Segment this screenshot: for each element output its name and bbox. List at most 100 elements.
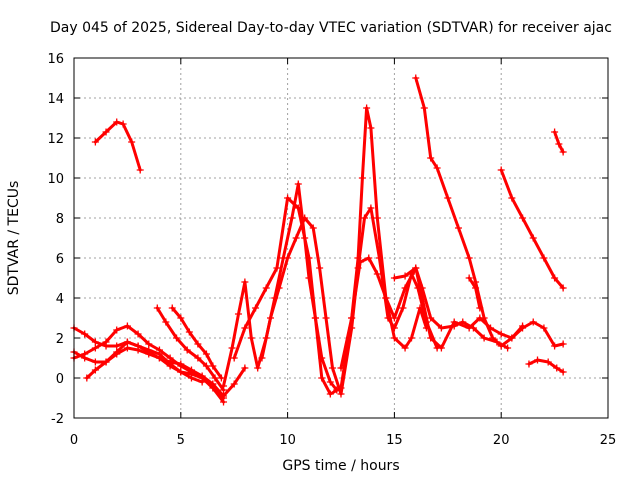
data-point (173, 334, 181, 342)
data-point (91, 338, 99, 346)
data-point (322, 314, 330, 322)
data-point (480, 334, 488, 342)
data-series (70, 74, 567, 406)
data-point (328, 364, 336, 372)
data-point (91, 366, 99, 374)
data-point (288, 214, 296, 222)
y-axis-label: SDTVAR / TECUs (6, 181, 22, 296)
data-point (185, 328, 193, 336)
data-point (508, 194, 516, 202)
series-line (155, 306, 225, 392)
series-track-6 (153, 304, 228, 394)
data-point (493, 338, 501, 346)
data-point (294, 180, 302, 188)
data-point (202, 362, 210, 370)
data-point (450, 322, 458, 330)
data-point (252, 304, 260, 312)
data-point (390, 314, 398, 322)
data-point (360, 214, 368, 222)
data-point (559, 340, 567, 348)
x-tick-label: 0 (70, 433, 78, 448)
data-point (284, 254, 292, 262)
data-point (102, 358, 110, 366)
data-point (209, 362, 217, 370)
series-track-5 (83, 338, 206, 386)
data-point (102, 342, 110, 350)
data-point (123, 322, 131, 330)
data-point (119, 120, 127, 128)
x-tick-label: 25 (600, 433, 617, 448)
data-point (497, 166, 505, 174)
data-point (198, 378, 206, 386)
data-point (472, 284, 480, 292)
data-point (476, 304, 484, 312)
data-point (183, 346, 191, 354)
data-point (311, 314, 319, 322)
data-point (326, 390, 334, 398)
data-point (305, 254, 313, 262)
data-point (262, 284, 270, 292)
data-point (401, 272, 409, 280)
series-track-7 (168, 304, 225, 382)
x-tick-label: 5 (177, 433, 185, 448)
data-point (553, 364, 561, 372)
data-point (136, 166, 144, 174)
data-point (309, 224, 317, 232)
data-point (504, 344, 512, 352)
data-point (228, 344, 236, 352)
data-point (356, 258, 364, 266)
data-point (544, 358, 552, 366)
data-point (217, 374, 225, 382)
data-point (465, 254, 473, 262)
series-track-10 (258, 204, 441, 398)
data-point (91, 358, 99, 366)
data-point (382, 294, 390, 302)
data-point (113, 342, 121, 350)
data-point (166, 360, 174, 368)
y-tick-label: 14 (47, 92, 64, 107)
data-point (519, 322, 527, 330)
y-tick-label: 8 (56, 212, 64, 227)
data-point (534, 356, 542, 364)
data-point (337, 364, 345, 372)
data-point (177, 314, 185, 322)
data-point (123, 338, 131, 346)
series-line (499, 168, 565, 290)
data-point (318, 374, 326, 382)
data-point (145, 346, 153, 354)
y-tick-label: 6 (56, 252, 64, 267)
data-point (267, 314, 275, 322)
series-track-1 (91, 118, 144, 174)
data-point (254, 364, 262, 372)
data-point (469, 324, 477, 332)
data-point (508, 334, 516, 342)
data-point (540, 324, 548, 332)
data-point (273, 264, 281, 272)
data-point (427, 154, 435, 162)
data-point (497, 330, 505, 338)
series-track-15 (525, 356, 567, 376)
data-point (194, 354, 202, 362)
data-point (399, 304, 407, 312)
data-point (102, 128, 110, 136)
data-point (401, 344, 409, 352)
y-tick-label: -2 (51, 412, 64, 427)
data-point (459, 318, 467, 326)
data-point (194, 340, 202, 348)
data-point (241, 278, 249, 286)
series-line (392, 266, 510, 350)
grid (74, 58, 608, 418)
data-point (113, 348, 121, 356)
data-point (220, 382, 228, 390)
data-point (211, 374, 219, 382)
x-tick-labels: 0 5 10 15 20 25 (70, 433, 616, 448)
data-point (390, 324, 398, 332)
y-tick-label: 16 (47, 52, 64, 67)
data-point (551, 342, 559, 350)
data-point (390, 334, 398, 342)
data-point (316, 264, 324, 272)
data-point (363, 104, 371, 112)
data-point (444, 194, 452, 202)
data-point (230, 380, 238, 388)
